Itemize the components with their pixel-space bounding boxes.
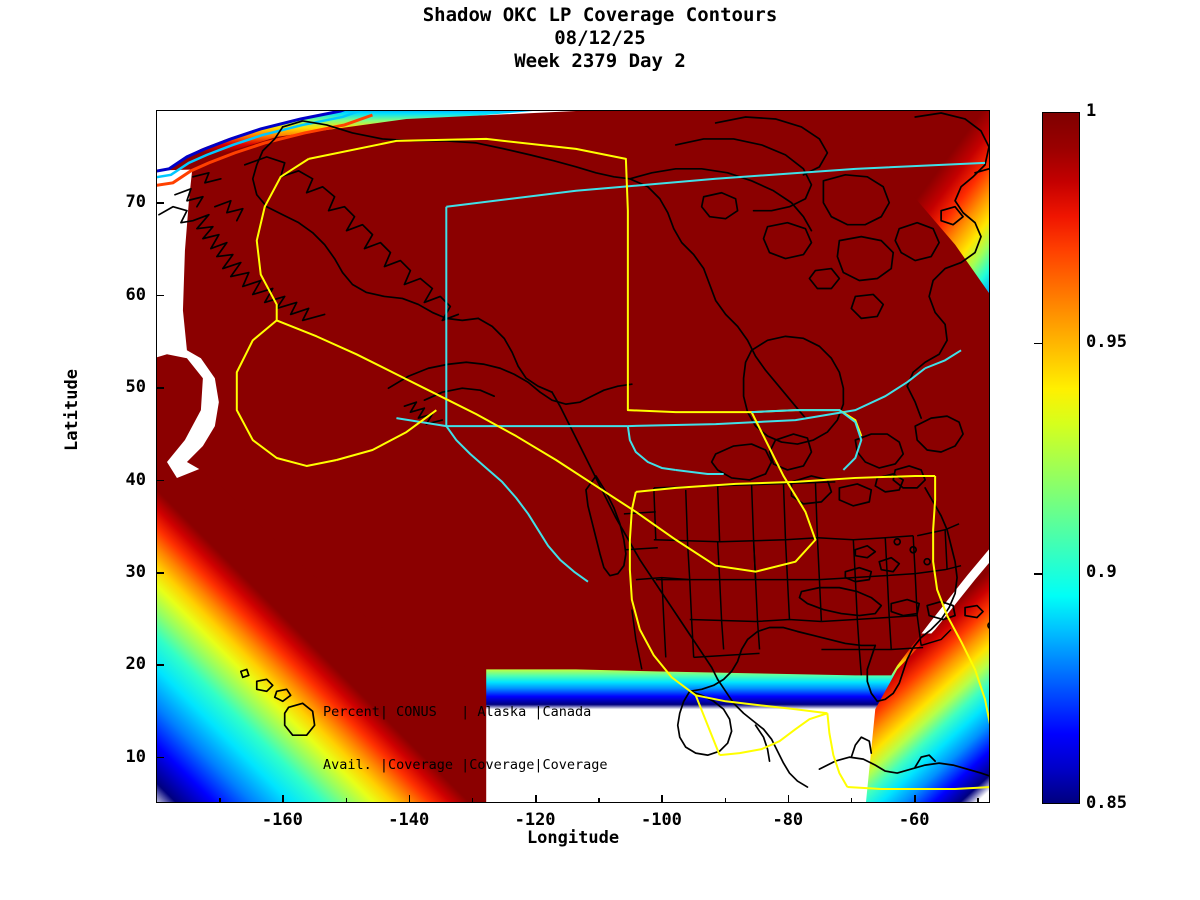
colorbar-tick-mark (1034, 573, 1042, 575)
x-tick-mark-minor (408, 798, 411, 803)
y-tick-mark (156, 756, 164, 759)
y-tick-label: 20 (125, 654, 146, 675)
colorbar-tick-label: 0.85 (1086, 793, 1127, 813)
y-tick-label: 30 (125, 562, 146, 582)
x-axis-label: Longitude (526, 828, 620, 848)
x-tick-mark-minor (219, 798, 221, 803)
y-tick-label: 10 (125, 746, 146, 767)
figure-title-line3: Week 2379 Day 2 (514, 50, 686, 72)
x-tick-label: -120 (514, 810, 556, 830)
y-tick-mark (156, 294, 164, 297)
y-tick-label: 60 (125, 284, 146, 305)
x-tick-label: -160 (261, 810, 303, 830)
y-tick-label: 40 (125, 469, 146, 490)
x-tick-label: -60 (898, 810, 930, 830)
y-tick-label: 70 (125, 192, 146, 213)
x-tick-mark-minor (661, 798, 663, 803)
colorbar-tick-mark (1034, 342, 1042, 345)
figure-title-line2: 08/12/25 (554, 27, 646, 49)
x-tick-mark-minor (282, 798, 284, 803)
y-axis-label: Latitude (62, 369, 82, 451)
x-tick-mark-minor (535, 798, 537, 803)
colorbar-tick-label: 1 (1086, 101, 1097, 121)
y-tick-mark (156, 664, 164, 666)
x-tick-label: -140 (388, 810, 430, 830)
colorbar-tick-label: 0.9 (1086, 562, 1117, 583)
y-tick-mark (156, 387, 164, 389)
y-tick-label: 50 (125, 377, 146, 398)
x-tick-label: -100 (640, 810, 682, 830)
y-tick-mark (156, 572, 164, 574)
map-svg (157, 111, 989, 802)
x-tick-label: -80 (772, 810, 804, 830)
stats-header-2: Avail. |Coverage |Coverage|Coverage (323, 756, 608, 773)
colorbar-tick-label: 0.95 (1086, 331, 1127, 352)
x-tick-mark-minor (914, 798, 916, 803)
x-tick-mark-minor (598, 798, 600, 803)
y-tick-mark (156, 479, 164, 482)
x-tick-mark-minor (724, 798, 727, 803)
coverage-stats-table: Percent| CONUS | Alaska |Canada Avail. |… (323, 669, 624, 802)
stats-header-1: Percent| CONUS | Alaska |Canada (323, 704, 592, 720)
colorbar (1042, 112, 1080, 804)
y-tick-mark (156, 202, 164, 204)
x-tick-mark-minor (471, 798, 474, 803)
x-tick-mark-minor (787, 798, 790, 803)
colorbar-gradient (1043, 113, 1079, 803)
x-tick-mark-minor (977, 798, 979, 803)
x-tick-mark-minor (851, 798, 853, 803)
map-plot-area: Percent| CONUS | Alaska |Canada Avail. |… (156, 110, 990, 803)
x-tick-mark-minor (345, 798, 347, 803)
map-canvas (157, 111, 989, 802)
figure-title-line1: Shadow OKC LP Coverage Contours (422, 4, 778, 26)
